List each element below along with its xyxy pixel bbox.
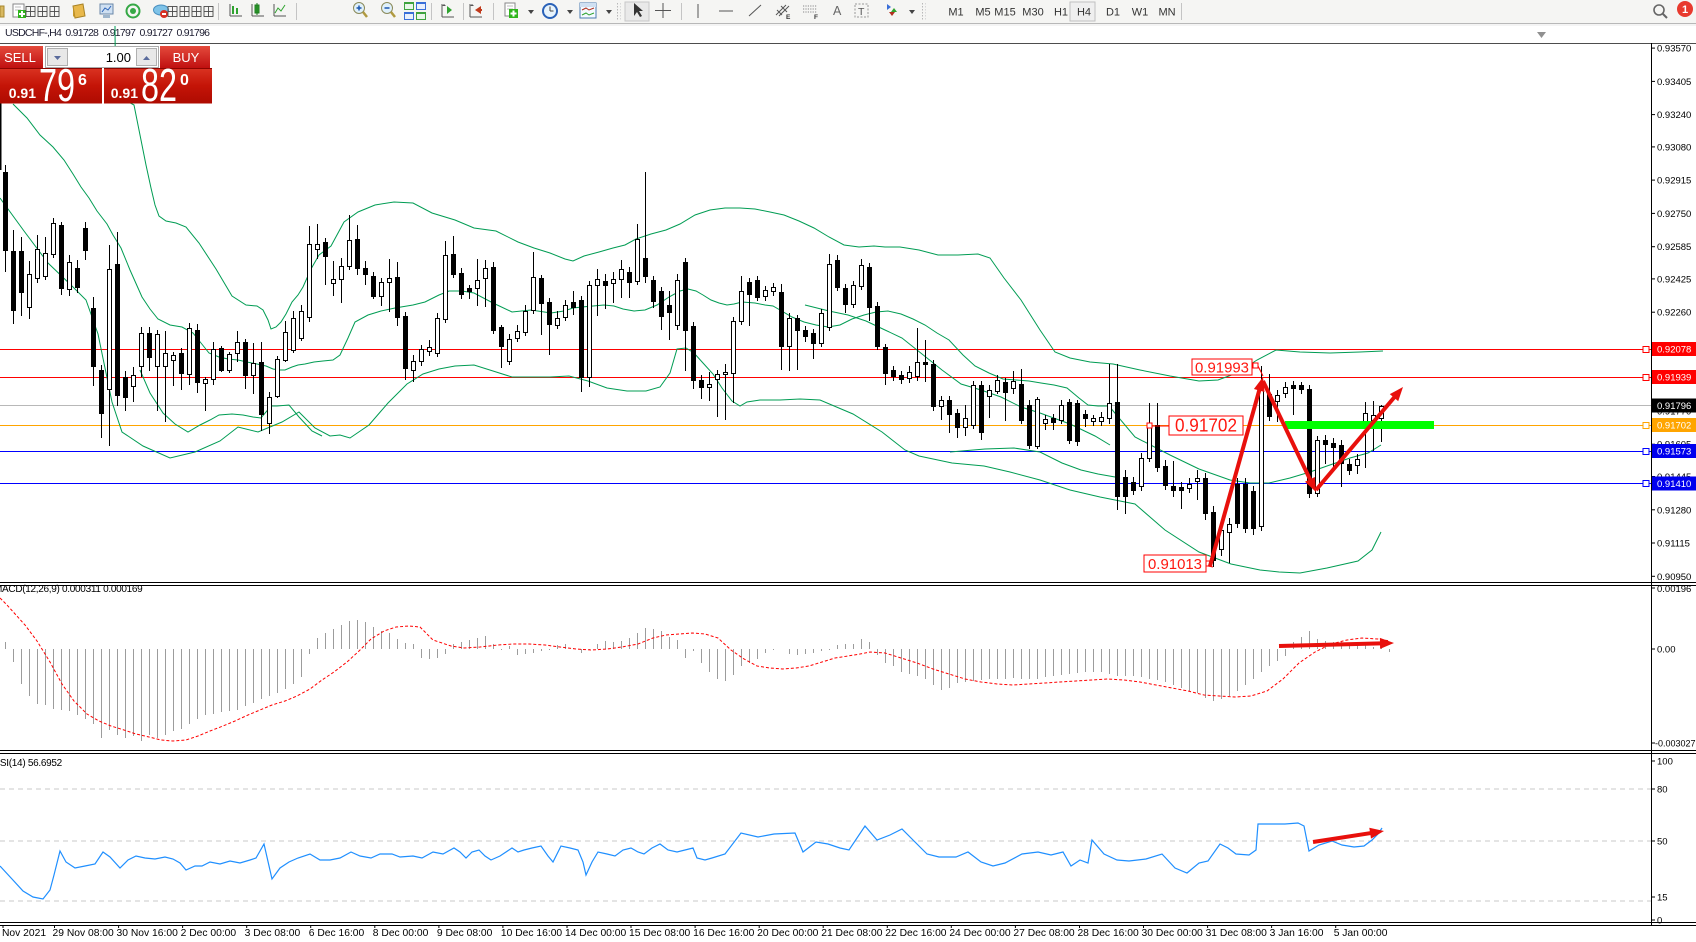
svg-text:M30: M30 [1022, 7, 1043, 19]
svg-text:27 Dec 08:00: 27 Dec 08:00 [1013, 928, 1075, 939]
svg-text:0.92915: 0.92915 [1657, 176, 1691, 187]
svg-text:0.92750: 0.92750 [1657, 209, 1691, 220]
svg-text:RSI(14) 56.6952: RSI(14) 56.6952 [0, 758, 63, 769]
svg-text:0.93570: 0.93570 [1657, 44, 1691, 55]
svg-text:0.00196: 0.00196 [1657, 584, 1691, 595]
svg-text:3 Dec 08:00: 3 Dec 08:00 [245, 928, 301, 939]
svg-text:0.90950: 0.90950 [1657, 572, 1691, 583]
svg-text:82: 82 [141, 59, 177, 111]
svg-text:79: 79 [39, 59, 75, 111]
svg-text:24 Dec 00:00: 24 Dec 00:00 [949, 928, 1011, 939]
svg-text:0.91280: 0.91280 [1657, 505, 1691, 516]
svg-text:5 Jan 00:00: 5 Jan 00:00 [1334, 928, 1388, 939]
svg-text:30 Nov 16:00: 30 Nov 16:00 [117, 928, 179, 939]
svg-text:BUY: BUY [173, 50, 200, 65]
svg-text:SELL: SELL [4, 50, 36, 65]
svg-text:Nov 2021: Nov 2021 [2, 928, 46, 939]
svg-text:0: 0 [180, 72, 189, 89]
svg-text:1: 1 [1682, 4, 1688, 16]
svg-text:9 Dec 08:00: 9 Dec 08:00 [437, 928, 493, 939]
svg-text:0.92585: 0.92585 [1657, 242, 1691, 253]
svg-text:A: A [833, 4, 842, 18]
svg-text:0.92260: 0.92260 [1657, 308, 1691, 319]
svg-text:USDCHF-,H4 0.91728 0.91797: USDCHF-,H4 0.91728 0.91797 0.91727 0.917… [5, 27, 210, 39]
svg-text:0.93405: 0.93405 [1657, 77, 1691, 88]
svg-text:2 Dec 00:00: 2 Dec 00:00 [181, 928, 237, 939]
svg-text:0.91702: 0.91702 [1657, 421, 1691, 432]
svg-text:0.91796: 0.91796 [1657, 401, 1691, 412]
svg-text:0.91573: 0.91573 [1657, 447, 1691, 458]
svg-text:0.91115: 0.91115 [1657, 539, 1690, 550]
svg-text:T: T [858, 6, 865, 18]
svg-text:6 Dec 16:00: 6 Dec 16:00 [309, 928, 365, 939]
svg-text:6: 6 [78, 72, 87, 89]
svg-text:0.91993: 0.91993 [1195, 360, 1249, 377]
svg-text:22 Dec 16:00: 22 Dec 16:00 [885, 928, 947, 939]
svg-text:0.93080: 0.93080 [1657, 142, 1691, 153]
svg-text:0.91939: 0.91939 [1657, 373, 1691, 384]
svg-text:MACD(12,26,9) 0.000311 0.00016: MACD(12,26,9) 0.000311 0.000169 [0, 584, 143, 595]
svg-text:0.91013: 0.91013 [1148, 556, 1202, 573]
svg-text:-0.003027: -0.003027 [1655, 739, 1696, 749]
svg-text:0: 0 [1657, 916, 1662, 927]
svg-text:0.92078: 0.92078 [1657, 345, 1691, 356]
svg-text:14 Dec 00:00: 14 Dec 00:00 [565, 928, 627, 939]
svg-text:3 Jan 16:00: 3 Jan 16:00 [1270, 928, 1324, 939]
svg-text:0.91410: 0.91410 [1657, 479, 1691, 490]
svg-text:15 Dec 08:00: 15 Dec 08:00 [629, 928, 691, 939]
svg-text:M15: M15 [994, 7, 1015, 19]
svg-text:0.92425: 0.92425 [1657, 274, 1691, 285]
svg-text:20 Dec 00:00: 20 Dec 00:00 [757, 928, 819, 939]
svg-text:8 Dec 00:00: 8 Dec 00:00 [373, 928, 429, 939]
svg-text:30 Dec 00:00: 30 Dec 00:00 [1142, 928, 1204, 939]
svg-text:16 Dec 16:00: 16 Dec 16:00 [693, 928, 755, 939]
svg-text:0.91: 0.91 [9, 85, 36, 101]
svg-text:10 Dec 16:00: 10 Dec 16:00 [501, 928, 563, 939]
svg-text:21 Dec 08:00: 21 Dec 08:00 [821, 928, 883, 939]
svg-text:80: 80 [1657, 785, 1668, 796]
svg-text:M1: M1 [948, 7, 963, 19]
svg-text:15: 15 [1657, 893, 1668, 904]
svg-text:E: E [786, 14, 791, 21]
svg-text:31 Dec 08:00: 31 Dec 08:00 [1206, 928, 1268, 939]
svg-text:D1: D1 [1106, 7, 1120, 19]
svg-text:28 Dec 16:00: 28 Dec 16:00 [1077, 928, 1139, 939]
svg-text:100: 100 [1657, 757, 1673, 768]
svg-text:MN: MN [1158, 7, 1175, 19]
svg-text:29 Nov 08:00: 29 Nov 08:00 [53, 928, 115, 939]
svg-text:M5: M5 [975, 7, 990, 19]
svg-text:0.91: 0.91 [111, 85, 138, 101]
svg-text:H1: H1 [1054, 7, 1068, 19]
svg-text:0.93240: 0.93240 [1657, 110, 1691, 121]
svg-text:0.91702: 0.91702 [1175, 416, 1237, 436]
svg-text:W1: W1 [1132, 7, 1149, 19]
svg-text:F: F [814, 14, 818, 21]
svg-text:50: 50 [1657, 837, 1668, 848]
svg-text:0.00: 0.00 [1657, 645, 1676, 656]
svg-text:1.00: 1.00 [106, 50, 131, 65]
svg-text:H4: H4 [1077, 7, 1091, 19]
